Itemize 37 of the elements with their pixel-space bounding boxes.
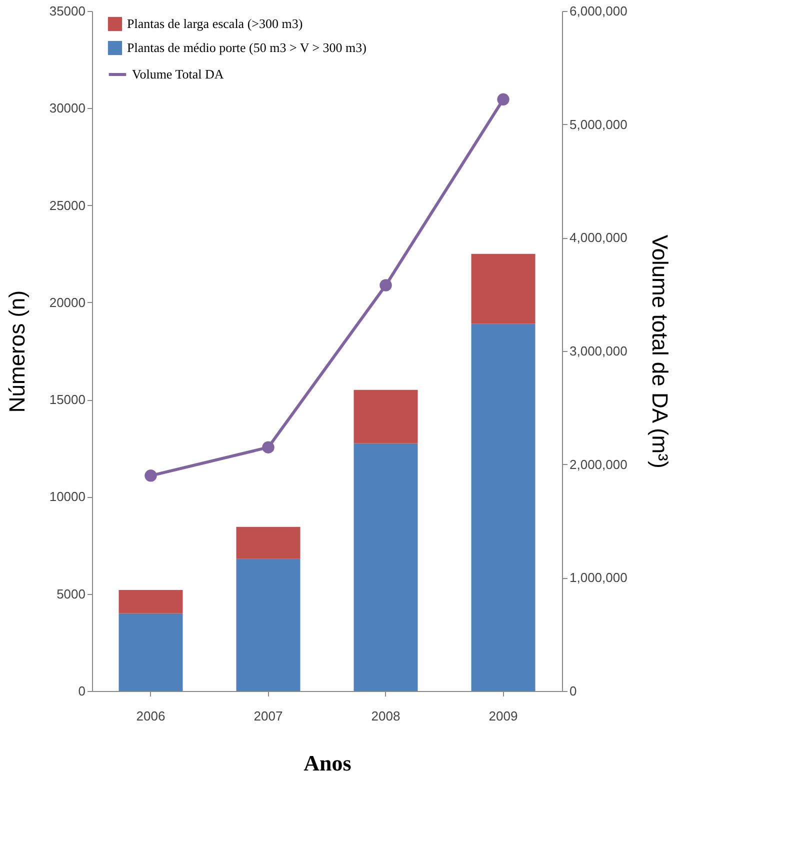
point [497,93,510,106]
bar [118,613,183,691]
y-tick-label: 10000 [49,489,86,504]
x-tick-label: 2007 [254,708,283,724]
x-axis-title: Anos [304,750,352,776]
bar [471,254,536,324]
y2-tick-label: 6,000,000 [570,4,628,18]
y-tick-label: 0 [78,684,86,698]
y-axis-title: Números (n) [4,290,30,413]
y2-tick-label: 0 [570,684,577,698]
y2-tick-label: 5,000,000 [570,116,628,132]
y-tick-label: 20000 [49,294,86,310]
y-tick-label: 35000 [49,4,86,18]
bar [118,590,183,614]
x-tick-label: 2009 [488,708,518,724]
y2-axis-title: Volume total de DA (m³) [647,234,672,468]
y-tick-label: 25000 [49,198,86,213]
bar [354,390,418,444]
point [144,470,157,482]
y2-tick-label: 3,000,000 [570,344,628,358]
y2-tick-label: 2,000,000 [570,456,628,472]
legend-label: Plantas de médio porte (50 m3 > V > 300 m3) [127,40,366,55]
bar [354,443,418,691]
bar [236,526,300,559]
bar [471,324,536,691]
y2-tick-label: 1,000,000 [570,570,628,586]
x-tick-label: 2006 [136,708,166,724]
y-tick-label: 30000 [49,100,86,116]
x-tick-label: 2008 [371,708,400,724]
y2-tick-label: 4,000,000 [570,230,628,246]
y-tick-label: 5000 [56,586,86,602]
point [380,279,392,292]
bar [236,558,300,691]
legend-label: Volume Total DA [132,66,224,82]
y-tick-label: 15000 [49,392,86,408]
legend-label: Plantas de larga escala (>300 m3) [127,16,303,31]
point [262,441,274,454]
